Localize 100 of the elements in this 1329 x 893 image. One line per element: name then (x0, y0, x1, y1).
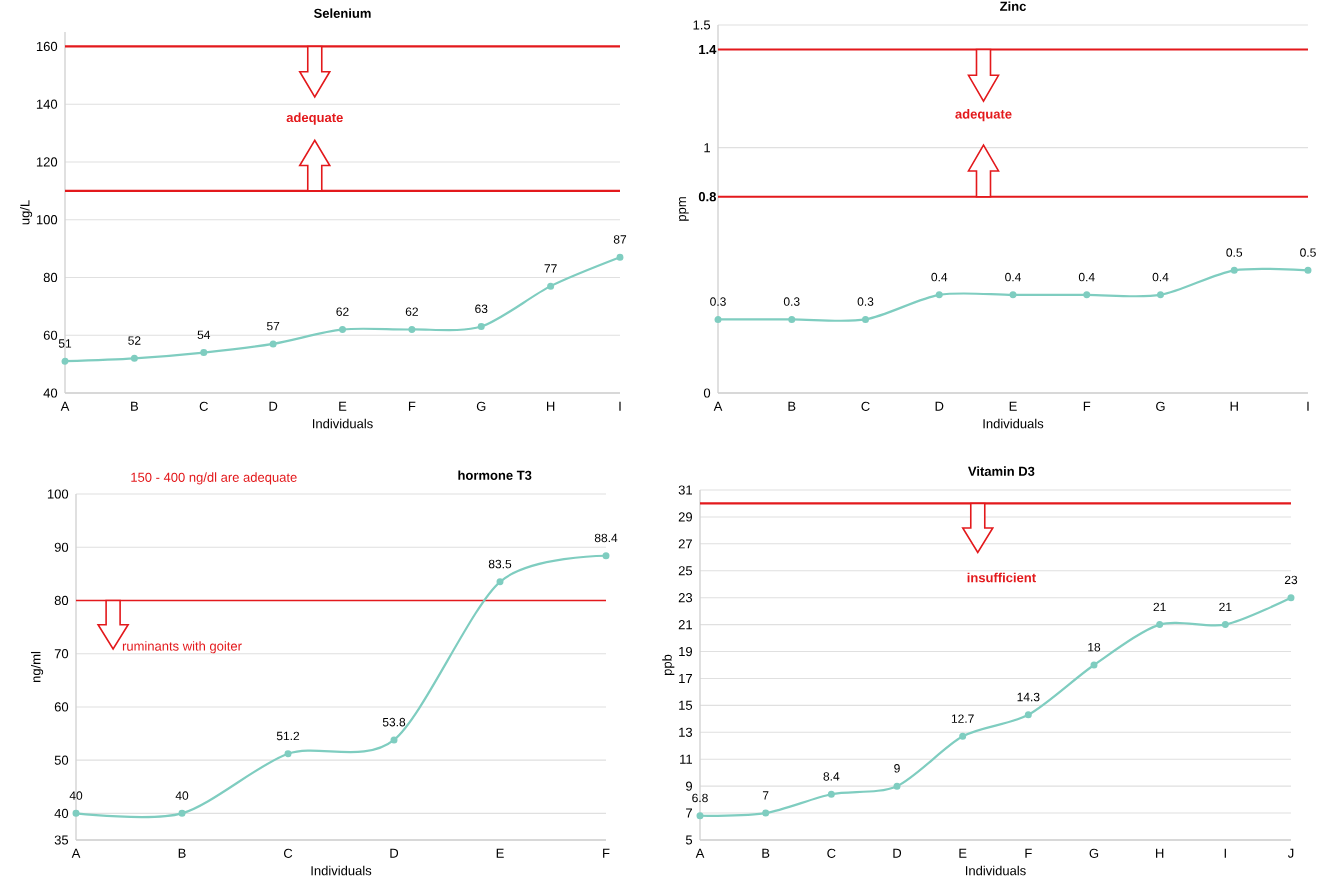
data-label: 40 (69, 791, 83, 800)
point (477, 323, 485, 331)
point (935, 291, 943, 299)
point (1304, 266, 1312, 274)
point (178, 809, 186, 817)
point (200, 349, 208, 357)
data-label: 8.4 (823, 772, 840, 781)
data-label: 63 (475, 304, 488, 314)
point (1157, 291, 1164, 299)
point (130, 354, 138, 362)
annotation: adequate (955, 109, 1012, 122)
data-label: 0.4 (1005, 272, 1021, 282)
x-tick-label: G (1156, 401, 1165, 411)
data-label: 9 (894, 764, 900, 773)
data-label: 0.3 (710, 297, 726, 306)
data-label: 18 (1088, 642, 1101, 652)
x-tick-label: E (339, 401, 347, 411)
point (788, 315, 796, 323)
x-tick-label: D (893, 848, 902, 858)
ref-line-label: 1.4 (699, 45, 717, 54)
y-tick-label: 21 (678, 620, 692, 630)
y-tick-label: 140 (36, 99, 58, 109)
x-tick-label: I (1307, 401, 1309, 411)
point (1090, 661, 1098, 669)
x-tick-label: F (1083, 401, 1091, 411)
text: 150 - 400 ng/dl are adequate (131, 472, 297, 485)
x-tick-label: A (695, 848, 705, 858)
x-tick-label: H (547, 401, 555, 411)
data-label: 83.5 (488, 559, 512, 569)
x-tick-label: F (408, 401, 416, 411)
x-tick-label: J (1287, 848, 1294, 858)
y-tick-label: 7 (686, 808, 692, 818)
y-tick-label: 90 (54, 542, 69, 552)
y-tick-label: 160 (36, 41, 58, 52)
point (1221, 621, 1229, 629)
y-tick-label: 11 (680, 754, 693, 764)
x-axis-title: Individuals (311, 865, 372, 876)
point (408, 325, 416, 333)
y-tick-label: 25 (678, 566, 693, 576)
y-tick-label: 31 (678, 485, 692, 495)
data-label: 62 (336, 307, 349, 316)
data-label: 0.4 (1152, 272, 1169, 282)
x-tick-label: C (199, 401, 208, 411)
data-label: 0.5 (1226, 248, 1243, 257)
x-tick-label: D (390, 848, 399, 858)
y-tick-label: 23 (678, 593, 693, 603)
data-label: 12.7 (951, 714, 974, 723)
y-tick-label: 100 (47, 489, 69, 499)
point (959, 732, 967, 740)
point (1009, 291, 1017, 299)
point (61, 357, 69, 365)
chart-title: Vitamin D3 (968, 466, 1035, 476)
x-tick-label: B (788, 401, 796, 411)
point (72, 809, 80, 817)
data-label: 87 (613, 235, 627, 244)
x-tick-label: F (603, 848, 610, 858)
y-axis-title: ppb (662, 654, 675, 675)
y-tick-label: 0 (703, 388, 711, 398)
x-tick-label: D (935, 401, 944, 411)
chart-title: Selenium (313, 8, 371, 18)
y-tick-label: 80 (43, 272, 58, 283)
data-label: 51.2 (276, 731, 300, 741)
point (1024, 711, 1032, 719)
x-tick-label: A (713, 401, 723, 411)
y-tick-label: 40 (43, 388, 58, 398)
data-label: 0.5 (1300, 248, 1316, 257)
data-label: 21 (1153, 602, 1166, 612)
x-tick-label: I (619, 401, 621, 411)
x-tick-label: E (959, 848, 967, 858)
x-tick-label: A (60, 401, 70, 411)
point (496, 578, 504, 586)
data-label: 6.8 (692, 793, 708, 803)
x-tick-label: I (1224, 848, 1226, 858)
point (390, 736, 398, 744)
y-tick-label: 100 (36, 215, 58, 225)
data-label: 0.4 (1078, 272, 1095, 282)
point (339, 325, 347, 333)
y-tick-label: 29 (678, 512, 692, 522)
x-axis-title: Individuals (965, 865, 1026, 876)
x-tick-label: B (178, 848, 186, 858)
point (862, 315, 869, 323)
y-tick-label: 35 (54, 835, 69, 845)
point (269, 340, 277, 348)
x-tick-label: C (861, 401, 870, 411)
ref-line-label: ruminants with goiter (122, 641, 242, 654)
data-label: 40 (175, 791, 189, 800)
x-tick-label: A (71, 848, 81, 858)
x-tick-label: C (827, 848, 836, 858)
y-tick-label: 27 (678, 539, 692, 549)
x-tick-label: E (1009, 401, 1017, 411)
y-tick-label: 60 (43, 330, 58, 340)
x-tick-label: H (1230, 401, 1238, 411)
data-label: 54 (197, 330, 211, 340)
point (1230, 266, 1238, 274)
point (1083, 291, 1091, 299)
data-label: 77 (544, 264, 557, 273)
y-tick-label: 40 (54, 808, 69, 818)
data-label: 57 (266, 321, 280, 331)
data-label: 7 (762, 791, 769, 800)
x-tick-label: G (476, 401, 486, 411)
